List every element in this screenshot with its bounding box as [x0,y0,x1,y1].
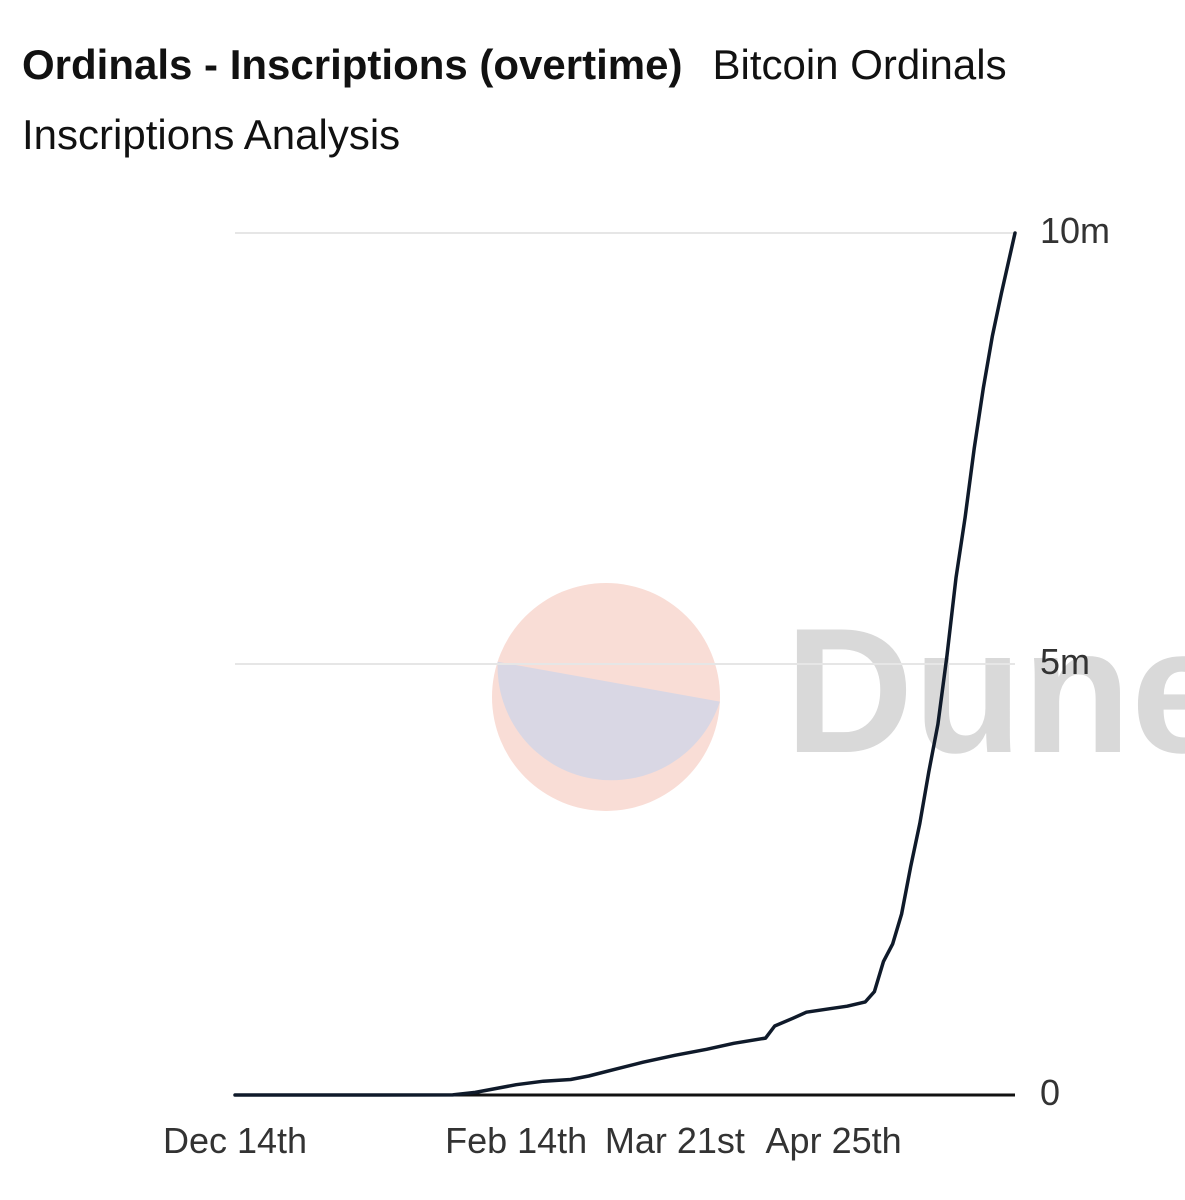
dune-watermark: Dune [492,583,1185,811]
watermark-text: Dune [785,591,1185,790]
y-axis-ticks: 0 5m 10m [1040,210,1110,1113]
x-tick-label: Dec 14th [163,1120,307,1161]
series-line-0 [233,231,1017,1097]
series-layer [233,231,1017,1097]
y-tick-label: 0 [1040,1072,1060,1113]
chart-subtitle: Bitcoin Ordinals Inscriptions Analysis [22,41,1007,158]
gridlines [235,232,1015,1097]
x-tick-label: Apr 25th [766,1120,902,1161]
chart-title: Ordinals - Inscriptions (overtime) [22,41,683,88]
x-tick-label: Feb 14th [445,1120,587,1161]
x-axis-ticks: Dec 14th Feb 14th Mar 21st Apr 25th [163,1120,902,1161]
watermark-logo-bottom-half [497,661,720,781]
x-tick-label: Mar 21st [605,1120,745,1161]
chart-header: Ordinals - Inscriptions (overtime) Bitcoi… [22,30,1142,170]
y-tick-label: 5m [1040,641,1090,682]
y-tick-label: 10m [1040,210,1110,251]
